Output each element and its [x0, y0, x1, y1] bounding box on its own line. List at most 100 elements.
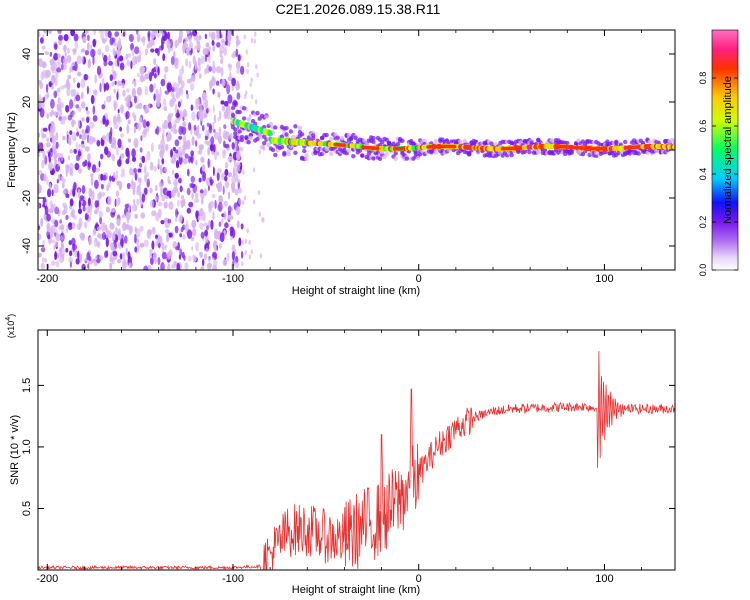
noise-blob — [231, 185, 235, 193]
noise-blob — [75, 258, 80, 265]
noise-blob — [191, 111, 196, 121]
noise-blob — [214, 131, 220, 140]
noise-blob — [200, 55, 205, 65]
noise-blob — [136, 198, 139, 206]
noise-blob — [134, 246, 138, 253]
noise-blob — [216, 172, 220, 181]
noise-blob — [116, 196, 120, 207]
noise-blob — [235, 167, 240, 172]
noise-blob — [38, 132, 41, 138]
noise-blob — [87, 153, 91, 161]
noise-blob — [174, 149, 179, 154]
noise-blob — [198, 73, 202, 79]
noise-blob — [98, 210, 103, 218]
noise-blob — [41, 159, 45, 169]
noise-blob — [121, 168, 125, 175]
noise-blob — [139, 74, 145, 83]
noise-blob — [46, 222, 51, 233]
signal-halo — [348, 136, 354, 142]
noise-blob — [219, 232, 225, 243]
noise-blob — [257, 190, 261, 196]
noise-blob — [139, 117, 142, 123]
noise-blob — [217, 168, 222, 174]
noise-blob — [179, 86, 184, 96]
noise-blob — [195, 241, 199, 252]
noise-blob — [70, 89, 75, 97]
noise-blob — [122, 31, 126, 37]
noise-blob — [158, 242, 161, 249]
noise-blob — [144, 85, 148, 96]
noise-blob — [205, 42, 210, 48]
noise-blob — [106, 228, 109, 239]
noise-blob — [153, 73, 157, 79]
noise-blob — [73, 148, 77, 154]
noise-blob — [192, 228, 197, 237]
noise-blob — [77, 250, 80, 260]
noise-blob — [210, 219, 214, 230]
noise-blob — [150, 142, 154, 153]
noise-blob — [54, 206, 59, 215]
noise-blob — [97, 192, 102, 201]
noise-blob — [52, 61, 58, 71]
noise-blob — [60, 63, 64, 71]
noise-blob — [63, 204, 68, 214]
noise-blob — [94, 200, 99, 208]
noise-blob — [96, 140, 101, 147]
noise-blob — [188, 155, 191, 164]
noise-blob — [42, 127, 48, 132]
noise-blob — [165, 229, 170, 234]
noise-blob — [40, 71, 44, 81]
noise-blob — [253, 199, 256, 205]
noise-blob — [134, 226, 137, 232]
signal-peak — [601, 147, 606, 151]
noise-blob — [40, 173, 45, 181]
noise-blob — [218, 243, 223, 249]
snr-y-tick-label: 1.0 — [21, 439, 33, 454]
signal-halo — [304, 153, 309, 158]
noise-blob — [163, 98, 167, 107]
noise-blob — [61, 242, 64, 250]
noise-blob — [84, 221, 88, 229]
noise-blob — [55, 260, 60, 268]
noise-blob — [191, 136, 195, 146]
noise-blob — [254, 31, 257, 37]
noise-blob — [96, 226, 102, 231]
noise-blob — [204, 135, 209, 141]
noise-blob — [235, 255, 239, 263]
signal-halo — [433, 150, 438, 155]
signal-halo — [241, 116, 247, 121]
noise-blob — [79, 195, 85, 201]
signal-halo — [270, 130, 276, 135]
signal-halo — [239, 134, 245, 140]
noise-blob — [131, 80, 136, 85]
noise-blob — [231, 77, 237, 87]
noise-blob — [102, 135, 106, 141]
noise-blob — [160, 78, 166, 87]
noise-blob — [136, 55, 142, 63]
signal-halo — [565, 140, 570, 146]
noise-blob — [166, 135, 170, 143]
noise-blob — [44, 206, 49, 216]
noise-blob — [99, 82, 102, 93]
noise-blob — [111, 154, 116, 162]
noise-blob — [134, 56, 138, 65]
noise-blob — [84, 50, 89, 56]
noise-blob — [172, 82, 178, 90]
noise-blob — [134, 46, 140, 55]
noise-blob — [174, 63, 179, 69]
noise-blob — [53, 244, 56, 251]
signal-halo — [360, 153, 365, 158]
noise-blob — [77, 119, 80, 128]
noise-blob — [102, 115, 106, 125]
noise-blob — [174, 225, 179, 234]
signal-halo — [400, 138, 405, 143]
snr-y-tick-label: 1.5 — [21, 378, 33, 393]
noise-blob — [155, 63, 158, 72]
noise-blob — [69, 261, 72, 268]
signal-core — [267, 129, 272, 137]
snr-y-scale-prefix: (x10 — [6, 321, 16, 339]
signal-halo — [255, 110, 260, 116]
noise-blob — [126, 225, 132, 230]
noise-blob — [119, 62, 125, 71]
signal-halo — [346, 148, 352, 153]
